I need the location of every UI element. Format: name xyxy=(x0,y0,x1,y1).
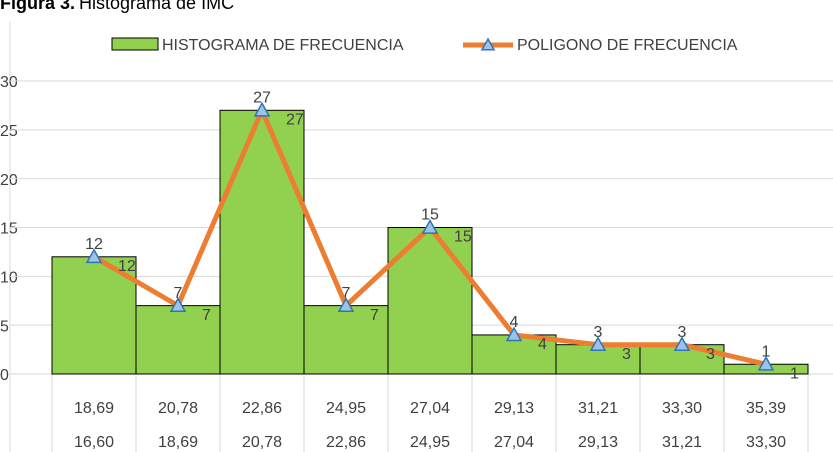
legend-swatch xyxy=(111,37,159,51)
line-marker xyxy=(589,336,607,352)
legend-label: POLIGONO DE FRECUENCIA xyxy=(517,37,738,54)
bar-value-label: 3 xyxy=(594,324,603,341)
line-value-label: 27 xyxy=(286,112,304,129)
bar-value-label: 27 xyxy=(253,90,271,107)
legend-label: HISTOGRAMA DE FRECUENCIA xyxy=(162,37,404,54)
bar-value-label: 1 xyxy=(762,343,771,360)
x-tick-label: 16,60 xyxy=(74,434,114,451)
y-tick-label: 0 xyxy=(0,367,9,384)
x-tick-label: 29,13 xyxy=(578,434,618,451)
y-tick-label: 20 xyxy=(0,172,18,189)
x-tick-label: 24,95 xyxy=(410,434,450,451)
x-tick-label: 18,69 xyxy=(158,434,198,451)
x-tick-label: 33,30 xyxy=(662,400,702,417)
bar xyxy=(219,109,305,375)
y-tick-label: 25 xyxy=(0,123,18,140)
x-tick-label: 31,21 xyxy=(662,434,702,451)
y-tick-label: 30 xyxy=(0,74,18,91)
line-value-label: 7 xyxy=(370,307,379,324)
x-tick-label: 27,04 xyxy=(494,434,534,451)
bar-value-label: 3 xyxy=(678,324,687,341)
y-tick-label: 5 xyxy=(0,318,9,335)
x-tick-label: 22,86 xyxy=(326,434,366,451)
legend-marker xyxy=(480,37,496,51)
x-tick-label: 20,78 xyxy=(158,400,198,417)
line-marker xyxy=(85,248,103,264)
bar-value-label: 4 xyxy=(510,314,519,331)
x-tick-label: 27,04 xyxy=(410,400,450,417)
line-marker xyxy=(169,297,187,312)
x-tick-label: 33,30 xyxy=(746,434,786,451)
title-rest: Histograma de IMC xyxy=(79,0,234,13)
x-tick-label: 31,21 xyxy=(578,400,618,417)
x-tick-label: 20,78 xyxy=(242,434,282,451)
line-marker xyxy=(253,101,271,117)
x-tick-label: 24,95 xyxy=(326,400,366,417)
y-tick-label: 10 xyxy=(0,270,18,287)
line-marker xyxy=(757,355,775,371)
x-tick-label: 18,69 xyxy=(74,400,114,417)
bar-value-label: 12 xyxy=(85,236,103,253)
line-marker xyxy=(337,297,355,312)
title-bold: Figura 3. xyxy=(0,0,75,13)
x-tick-label: 35,39 xyxy=(746,400,786,417)
line-marker xyxy=(421,218,439,234)
bar xyxy=(387,227,473,375)
line-value-label: 1 xyxy=(790,365,799,382)
line-value-label: 7 xyxy=(202,307,211,324)
line-value-label: 3 xyxy=(622,346,631,363)
bar xyxy=(135,305,221,375)
x-tick-label: 29,13 xyxy=(494,400,534,417)
bar xyxy=(303,305,389,375)
bar-value-label: 15 xyxy=(421,207,439,224)
line-marker xyxy=(673,336,691,352)
line-value-label: 3 xyxy=(706,346,715,363)
bar xyxy=(471,334,557,375)
line-value-label: 12 xyxy=(118,258,136,275)
bar-value-label: 7 xyxy=(174,285,183,302)
line-marker xyxy=(505,326,523,342)
y-tick-label: 15 xyxy=(0,221,18,238)
bar-value-label: 7 xyxy=(342,285,351,302)
line-value-label: 15 xyxy=(454,229,472,246)
chart-title: Figura 3. Histograma de IMC xyxy=(0,0,234,13)
line-value-label: 4 xyxy=(538,336,547,353)
x-tick-label: 22,86 xyxy=(242,400,282,417)
